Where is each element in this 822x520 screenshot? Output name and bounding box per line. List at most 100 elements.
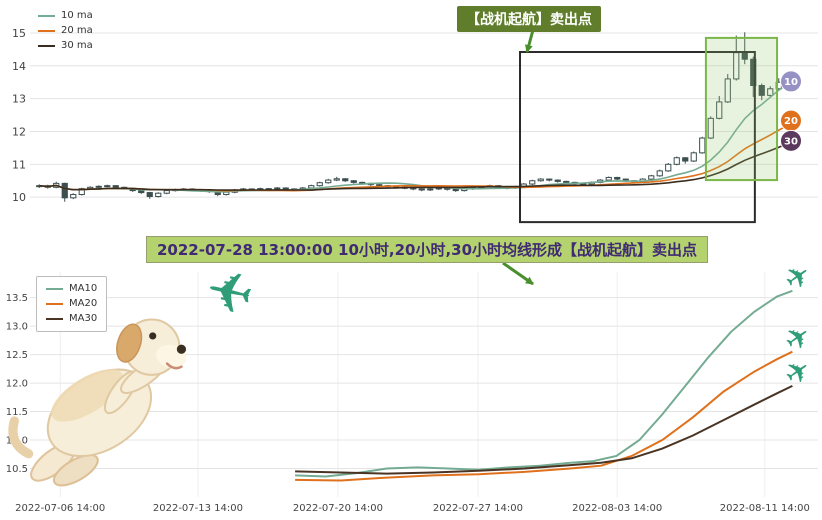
ma30-swatch-icon xyxy=(46,318,63,320)
x-tick-label: 2022-07-13 14:00 xyxy=(153,503,243,514)
candlestick xyxy=(155,192,162,198)
y-tick-label: 12.0 xyxy=(6,379,28,390)
x-tick-label: 2022-07-06 14:00 xyxy=(15,503,105,514)
candlestick xyxy=(682,157,689,162)
candlestick xyxy=(376,184,383,187)
y-tick-label: 10 xyxy=(12,191,26,204)
candlestick xyxy=(673,157,680,165)
legend-item: MA30 xyxy=(46,313,97,325)
ma10-line xyxy=(295,289,793,478)
candlestick xyxy=(690,152,697,162)
signal-region-box xyxy=(519,51,756,224)
candlestick xyxy=(452,188,459,192)
candlestick xyxy=(333,178,340,181)
ma30-line xyxy=(295,384,793,475)
dog-eye xyxy=(149,332,157,340)
candlestick xyxy=(537,178,544,182)
candlestick xyxy=(767,88,774,96)
candlestick xyxy=(274,187,281,190)
legend-item: MA20 xyxy=(46,298,97,310)
candlestick xyxy=(316,182,323,187)
candlestick xyxy=(699,137,706,154)
dog-nose xyxy=(176,344,187,354)
legend-label: MA20 xyxy=(69,298,98,309)
y-tick-label: 14 xyxy=(12,60,26,73)
legend-item: 30 ma xyxy=(38,40,93,52)
x-tick-label: 2022-08-11 14:00 xyxy=(720,503,810,514)
dog-illustration xyxy=(8,318,187,487)
ma10-swatch-icon xyxy=(38,15,55,17)
top-price-chart: 10 11 12 13 14 15 10 20 30 xyxy=(12,27,818,224)
sell-point-callout: 【战机起航】卖出点 xyxy=(457,6,601,32)
legend-label: MA10 xyxy=(69,283,98,294)
legend-label: 30 ma xyxy=(61,40,93,51)
candlestick xyxy=(554,179,561,182)
legend-label: 20 ma xyxy=(61,25,93,36)
candlestick xyxy=(563,180,570,183)
ma-end-badge-label: 10 xyxy=(784,77,798,88)
candlestick xyxy=(138,190,145,194)
dog-ear xyxy=(116,323,143,363)
candlestick xyxy=(707,117,714,139)
candlestick xyxy=(418,188,425,191)
breakout-highlight-box xyxy=(704,36,779,182)
ma20-swatch-icon xyxy=(46,303,63,305)
ma10-line xyxy=(39,80,797,193)
dog-back-patch xyxy=(51,369,124,422)
y-tick-label: 12.5 xyxy=(6,350,28,361)
dog-hind-leg xyxy=(52,454,99,487)
candlestick xyxy=(758,85,765,96)
ma-end-badge-label: 20 xyxy=(784,116,798,127)
candlestick xyxy=(308,185,315,189)
bottom-ma-chart: 2022-07-06 14:00 2022-07-13 14:00 2022-07-… xyxy=(6,272,818,514)
candlestick xyxy=(78,188,85,196)
candlestick xyxy=(665,163,672,172)
ma10-swatch-icon xyxy=(46,288,63,290)
y-tick-label: 11.5 xyxy=(6,407,28,418)
candlestick xyxy=(146,192,153,198)
candlestick xyxy=(656,170,663,177)
signal-banner: 2022-07-28 13:00:00 10小时,20小时,30小时均线形成【战… xyxy=(146,236,709,263)
x-tick-label: 2022-07-27 14:00 xyxy=(433,503,523,514)
top-legend: 10 ma 20 ma 30 ma xyxy=(38,10,93,52)
candlestick xyxy=(163,190,170,194)
bottom-legend: MA10 MA20 MA30 xyxy=(36,276,108,332)
candlestick xyxy=(648,175,655,180)
y-tick-label: 13.0 xyxy=(6,322,28,333)
ma20-line xyxy=(295,350,793,482)
candlestick xyxy=(95,185,102,188)
y-tick-label: 13 xyxy=(12,93,26,106)
y-tick-label: 13.5 xyxy=(6,293,28,304)
legend-item: MA10 xyxy=(46,283,97,295)
candlestick xyxy=(282,187,289,190)
candlestick xyxy=(605,176,612,181)
legend-label: MA30 xyxy=(69,313,98,324)
y-tick-label: 11 xyxy=(12,158,26,171)
candlestick xyxy=(529,180,536,185)
legend-item: 20 ma xyxy=(38,25,93,37)
candlestick xyxy=(104,185,111,188)
ma-end-badge-label: 30 xyxy=(784,136,798,147)
legend-item: 10 ma xyxy=(38,10,93,22)
candlestick xyxy=(427,188,434,191)
ma30-swatch-icon xyxy=(38,45,55,47)
candlestick xyxy=(614,176,621,180)
y-tick-label: 12 xyxy=(12,125,26,138)
candlestick xyxy=(61,182,68,199)
candlestick xyxy=(546,178,553,181)
legend-label: 10 ma xyxy=(61,10,93,21)
y-tick-label: 10.5 xyxy=(6,464,28,475)
candlestick xyxy=(112,185,119,188)
candlestick xyxy=(350,180,357,183)
candlestick xyxy=(342,178,349,182)
ma-end-badge xyxy=(780,129,802,152)
candlestick xyxy=(724,78,731,103)
candlestick xyxy=(716,101,723,119)
ma-end-badge xyxy=(780,70,802,93)
x-tick-label: 2022-08-03 14:00 xyxy=(572,503,662,514)
dog-tail xyxy=(8,416,34,459)
ma30-line xyxy=(39,140,797,191)
candlestick xyxy=(70,194,77,199)
dog-mouth xyxy=(165,362,183,370)
